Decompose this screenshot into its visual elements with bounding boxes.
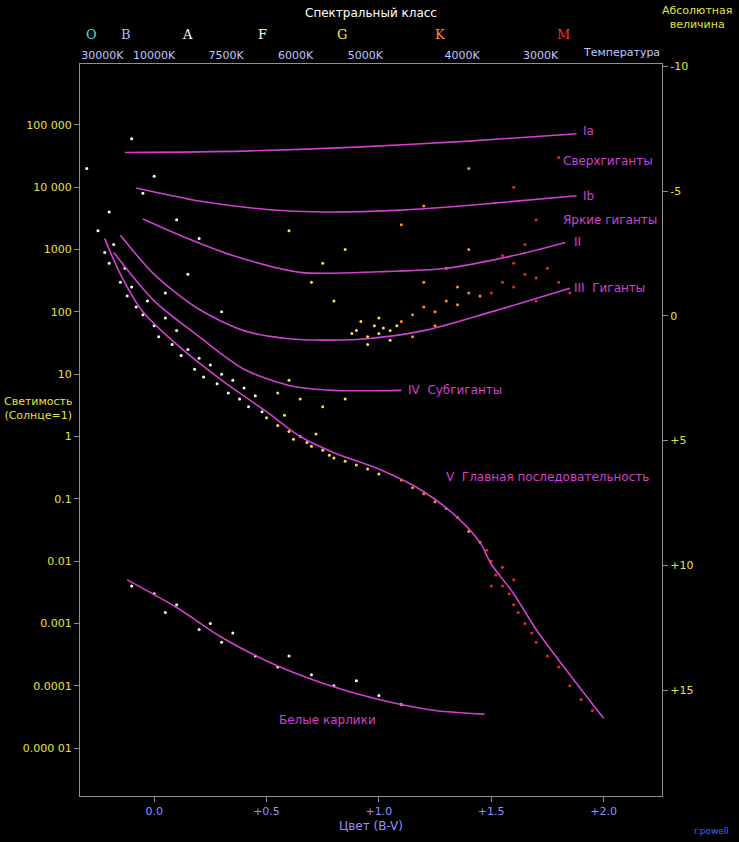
svg-text:II: II [574,235,581,249]
svg-text:4000K: 4000K [444,49,480,62]
svg-text:-5: -5 [670,185,681,198]
svg-text:0.0: 0.0 [145,805,163,818]
svg-text:1: 1 [65,430,72,443]
svg-text:30000K: 30000K [81,49,124,62]
svg-text:10 000: 10 000 [33,181,72,194]
svg-text:+15: +15 [670,684,693,697]
svg-text:Цвет (B-V): Цвет (B-V) [339,819,403,833]
svg-text:-10: -10 [670,60,688,73]
svg-text:+2.0: +2.0 [590,805,617,818]
svg-text:5000K: 5000K [348,49,384,62]
svg-text:+10: +10 [670,559,693,572]
svg-text:Ib: Ib [583,189,594,203]
svg-text:B: B [121,27,131,42]
svg-text:Спектральный класс: Спектральный класс [305,6,437,20]
svg-text:6000K: 6000K [278,49,314,62]
svg-text:Светимость(Солнце=1): Светимость(Солнце=1) [4,395,72,422]
svg-text:Температура: Температура [583,46,660,59]
svg-text:F: F [258,27,267,42]
svg-text:Сверхгиганты: Сверхгиганты [563,154,653,168]
svg-text:10000K: 10000K [133,49,176,62]
svg-text:+1.0: +1.0 [366,805,393,818]
svg-text:0.001: 0.001 [40,617,72,630]
svg-text:0.0001: 0.0001 [33,680,72,693]
svg-text:V Главная последовательность: V Главная последовательность [446,470,649,484]
svg-text:0.1: 0.1 [54,493,72,506]
svg-text:0: 0 [670,310,677,323]
svg-text:1000: 1000 [44,243,72,256]
svg-text:Ia: Ia [583,124,594,138]
svg-text:0.000 01: 0.000 01 [23,742,72,755]
svg-text:+0.5: +0.5 [253,805,280,818]
svg-text:100: 100 [51,306,72,319]
svg-text:3000K: 3000K [523,49,559,62]
svg-text:100 000: 100 000 [26,119,72,132]
svg-text:+1.5: +1.5 [478,805,505,818]
svg-text:IV Субгиганты: IV Субгиганты [408,383,502,397]
svg-text:M: M [557,27,570,42]
svg-text:III Гиганты: III Гиганты [574,281,645,295]
svg-text:Абсолютнаявеличина: Абсолютнаявеличина [662,4,732,31]
svg-text:+5: +5 [670,434,686,447]
svg-text:Яркие гиганты: Яркие гиганты [563,213,657,227]
svg-text:0.01: 0.01 [47,555,72,568]
svg-text:7500K: 7500K [208,49,244,62]
svg-text:G: G [337,27,347,42]
svg-text:K: K [435,27,445,42]
svg-text:A: A [182,27,193,42]
svg-text:O: O [86,27,97,42]
svg-text:r.powell: r.powell [694,826,729,836]
svg-text:Белые карлики: Белые карлики [279,713,376,727]
svg-text:10: 10 [58,368,72,381]
